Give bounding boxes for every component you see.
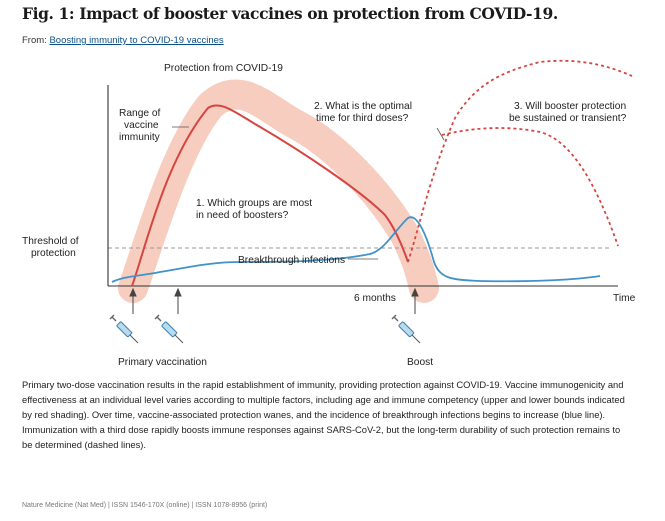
- range-label-line3: immunity: [119, 132, 161, 143]
- syringe-icon: [109, 314, 139, 344]
- protection-axis-label: Protection from COVID-19: [164, 63, 283, 74]
- source-article-link[interactable]: Boosting immunity to COVID-19 vaccines: [49, 35, 224, 46]
- breakthrough-label: Breakthrough infections: [238, 255, 345, 266]
- threshold-label-line1: Threshold of: [22, 236, 79, 247]
- leader-lines: [172, 126, 445, 260]
- question-3-line2: be sustained or transient?: [509, 113, 627, 124]
- question-1-line1: 1. Which groups are most: [196, 198, 312, 209]
- axes: [107, 85, 618, 287]
- range-label-line1: Range of: [119, 108, 161, 119]
- six-months-label: 6 months: [354, 293, 396, 304]
- from-label: From:: [22, 35, 47, 46]
- syringe-icon: [154, 314, 184, 344]
- question-1-line2: in need of boosters?: [196, 210, 289, 221]
- question-2-line1: 2. What is the optimal: [314, 101, 412, 112]
- question-3-line1: 3. Will booster protection: [514, 101, 626, 112]
- protection-curve: [131, 104, 409, 287]
- primary-vaccination-label: Primary vaccination: [118, 357, 207, 368]
- time-axis-label: Time: [613, 293, 636, 304]
- booster-protection-sustained-dashed: [407, 59, 633, 263]
- booster-protection-transient-dashed: [441, 127, 619, 247]
- booster-diagram: Protection from COVID-19 Range of vaccin…: [22, 59, 636, 368]
- threshold-label-line2: protection: [31, 248, 76, 259]
- journal-footer: Nature Medicine (Nat Med) | ISSN 1546-17…: [22, 502, 268, 509]
- immunity-range-band: [118, 79, 439, 303]
- figure-title: Fig. 1: Impact of booster vaccines on pr…: [22, 4, 558, 23]
- range-label-line2: vaccine: [124, 120, 159, 131]
- timeline-arrows: [129, 287, 419, 314]
- breakthrough-infections-curve: [111, 216, 601, 283]
- question-2-line2: time for third doses?: [316, 113, 409, 124]
- syringe-icon: [391, 314, 421, 344]
- figure-caption: Primary two-dose vaccination results in …: [22, 379, 625, 450]
- figure-source: From: Boosting immunity to COVID-19 vacc…: [22, 35, 224, 46]
- boost-label: Boost: [407, 357, 433, 368]
